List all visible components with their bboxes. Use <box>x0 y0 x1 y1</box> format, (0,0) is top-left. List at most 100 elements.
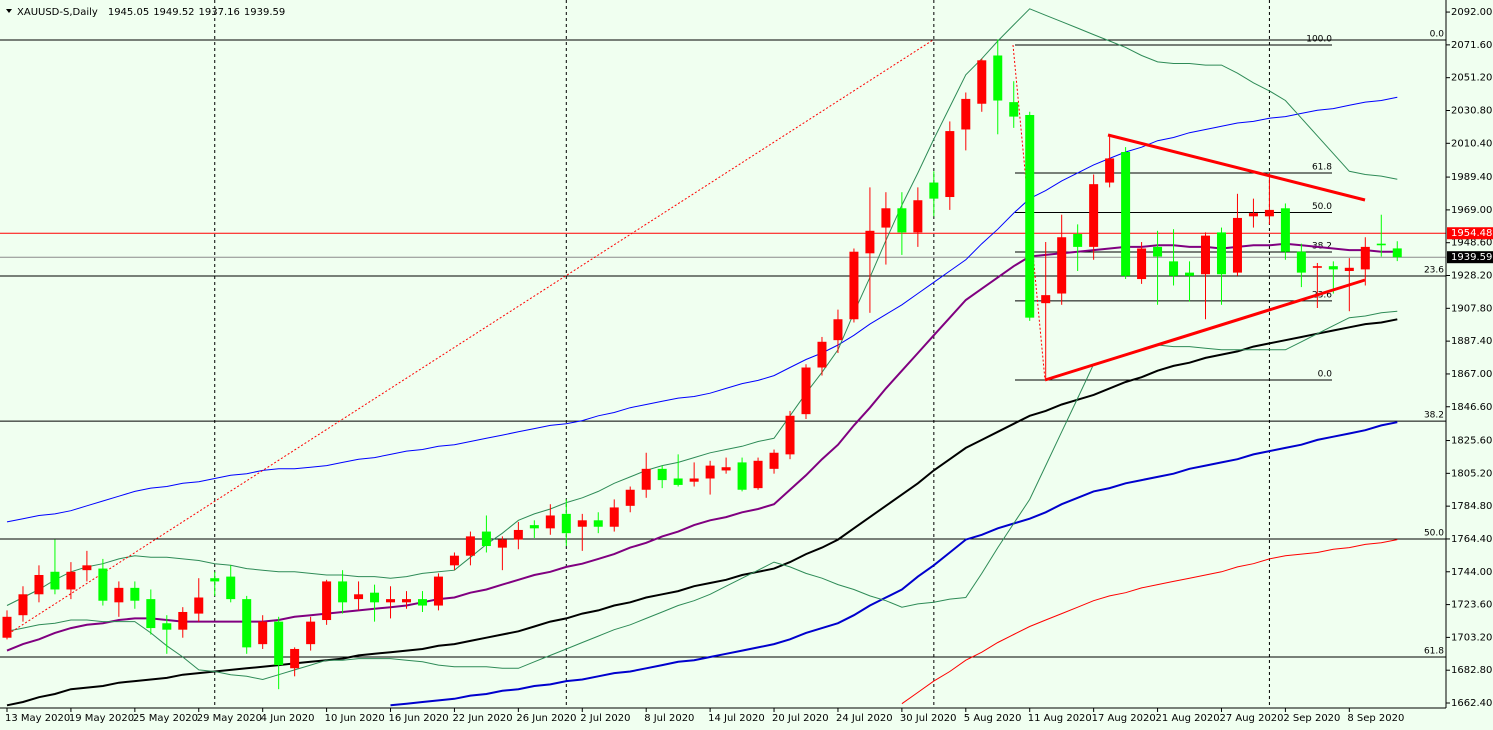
candle-body <box>402 599 411 603</box>
x-tick-label: 21 Aug 2020 <box>1156 713 1220 724</box>
y-tick-label: 1887.40 <box>1451 336 1492 347</box>
fibo-label: 50.0 <box>1312 202 1332 212</box>
candle-body <box>785 415 795 455</box>
x-tick-label: 13 May 2020 <box>5 713 70 724</box>
candle-body <box>1280 208 1290 252</box>
candle-body <box>370 592 380 603</box>
y-tick-label: 1948.60 <box>1451 238 1492 249</box>
candle-body <box>513 529 523 540</box>
indicator-line <box>6 318 1398 707</box>
y-tick-label: 1703.20 <box>1451 632 1492 643</box>
open-value: 1945.05 <box>108 7 149 18</box>
symbol: XAUUSD-S,Daily <box>17 7 98 18</box>
header: XAUUSD-S,Daily 1945.05 1949.52 1937.16 1939.… <box>17 7 285 18</box>
fibo-label: 23.6 <box>1312 290 1332 300</box>
candle-body <box>1264 209 1274 217</box>
candle-body <box>801 367 811 415</box>
y-tick-label: 2010.40 <box>1451 138 1492 149</box>
x-tick-label: 8 Sep 2020 <box>1347 713 1404 724</box>
candle-body <box>50 571 60 590</box>
candle-body <box>274 621 284 666</box>
candle-body <box>34 574 44 595</box>
x-tick-label: 5 Aug 2020 <box>964 713 1022 724</box>
x-tick-label: 25 May 2020 <box>133 713 198 724</box>
y-tick-label: 1846.60 <box>1451 402 1492 413</box>
fibo-label: 23.6 <box>1424 265 1444 275</box>
y-tick-label: 1969.00 <box>1451 205 1492 216</box>
candle-body <box>1232 217 1242 273</box>
candle-body <box>561 513 571 534</box>
candle-body <box>1153 246 1163 257</box>
x-tick-label: 11 Aug 2020 <box>1028 713 1092 724</box>
x-tick-label: 22 Jun 2020 <box>452 713 512 724</box>
ask-price-box <box>1447 227 1493 240</box>
candle-body <box>210 578 220 582</box>
x-tick-label: 16 Jun 2020 <box>389 713 449 724</box>
y-tick-label: 1784.80 <box>1451 501 1492 512</box>
x-tick-label: 14 Jul 2020 <box>708 713 765 724</box>
candle-body <box>465 536 475 556</box>
x-tick-label: 17 Aug 2020 <box>1092 713 1156 724</box>
candle-body <box>689 478 699 482</box>
x-tick-label: 19 May 2020 <box>69 713 134 724</box>
x-tick-label: 26 Jun 2020 <box>516 713 576 724</box>
candle-body <box>178 611 188 630</box>
low-value: 1937.16 <box>199 7 240 18</box>
candle-body <box>641 468 651 490</box>
candle-body <box>433 576 443 606</box>
candle-body <box>1041 295 1051 304</box>
candle-body <box>1216 232 1226 275</box>
indicator-line <box>6 96 1398 523</box>
indicator-line <box>6 8 1398 606</box>
candle-body <box>817 341 827 368</box>
y-tick-label: 1907.80 <box>1451 303 1492 314</box>
candle-body <box>1009 102 1019 117</box>
fibo-label: 61.8 <box>1424 647 1444 657</box>
candle-body <box>1376 243 1386 246</box>
candle-body <box>306 621 316 645</box>
x-tick-label: 30 Jul 2020 <box>900 713 957 724</box>
candle-body <box>673 478 683 485</box>
indicator-line <box>901 539 1398 705</box>
candle-body <box>1105 158 1115 183</box>
y-tick-label: 2051.20 <box>1451 73 1492 84</box>
candle-body <box>881 208 891 228</box>
indicator-line <box>6 242 1398 652</box>
y-tick-label: 1723.60 <box>1451 600 1492 611</box>
fibo-label: 0.0 <box>1318 370 1333 380</box>
y-tick-label: 1928.20 <box>1451 271 1492 282</box>
x-tick-label: 24 Jul 2020 <box>836 713 893 724</box>
x-tick-label: 27 Aug 2020 <box>1219 713 1283 724</box>
candle-body <box>98 568 108 601</box>
candle-body <box>1089 184 1099 247</box>
y-tick-label: 1805.20 <box>1451 468 1492 479</box>
candle-body <box>226 576 236 600</box>
candle-body <box>529 525 539 529</box>
y-tick-label: 1744.00 <box>1451 567 1492 578</box>
candle-body <box>1248 213 1258 217</box>
candle-body <box>338 581 348 603</box>
indicator-line <box>390 421 1398 707</box>
plot-area: 0.023.638.250.061.8100.061.850.038.223.6… <box>0 0 1446 708</box>
candle-body <box>130 587 140 601</box>
candle-body <box>497 539 507 548</box>
candle-body <box>386 599 396 603</box>
x-tick-label: 10 Jun 2020 <box>325 713 385 724</box>
candle-body <box>194 597 204 614</box>
y-tick-label: 1867.00 <box>1451 369 1492 380</box>
candle-body <box>833 319 843 341</box>
candle-body <box>913 200 923 233</box>
candle-body <box>242 599 252 648</box>
candle-body <box>1025 114 1035 318</box>
fibo-label: 38.2 <box>1424 411 1444 421</box>
ask-price-label: 1954.48 <box>1451 228 1492 239</box>
candle-body <box>1121 151 1131 276</box>
candle-body <box>18 594 28 616</box>
candle-body <box>961 98 971 130</box>
candle-body <box>258 621 268 645</box>
candle-body <box>929 182 939 199</box>
candle-body <box>1201 235 1210 275</box>
x-tick-label: 4 Jun 2020 <box>261 713 315 724</box>
candle-body <box>449 555 459 566</box>
